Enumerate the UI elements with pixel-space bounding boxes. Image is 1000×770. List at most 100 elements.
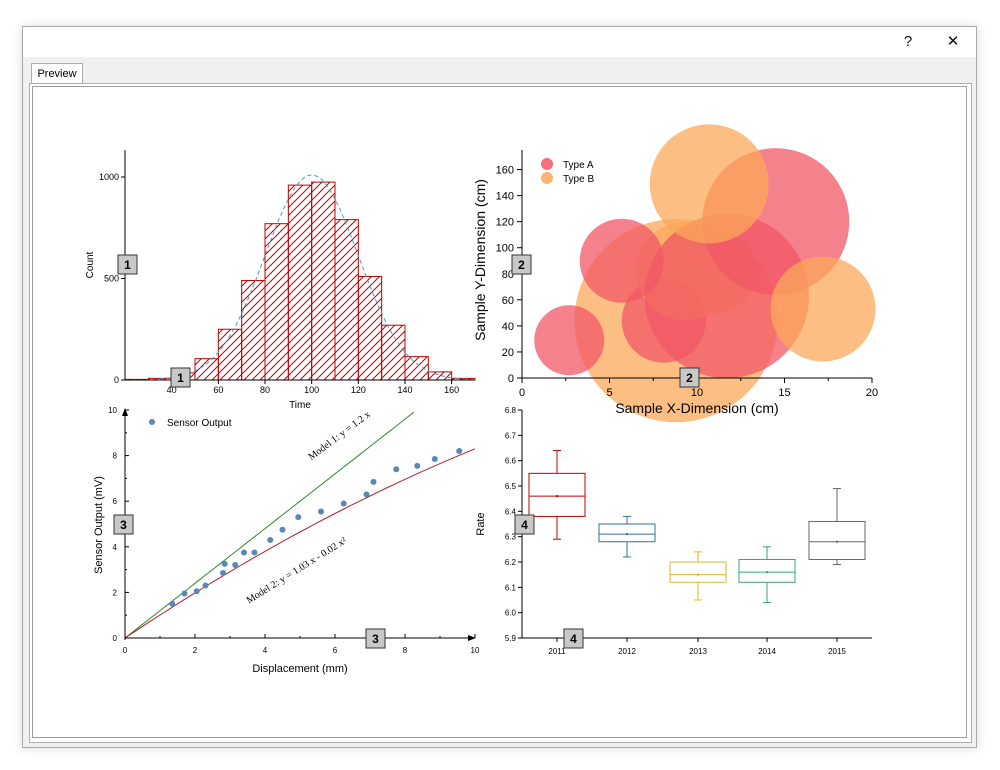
sensor-y-tick-label-4: 4 [113,543,118,552]
help-button[interactable]: ? [903,33,913,50]
sensor-y-tick-label-0: 0 [113,634,118,643]
box-2013-iqr [669,561,727,583]
sensor-x-tick-label-6: 6 [333,646,338,655]
sensor-y-tick-label-10: 10 [108,406,117,415]
box-y-tick-label-6.4: 6.4 [505,507,517,516]
model-2-line [124,448,476,639]
box-plot-chart[interactable]: 2011 2012 2013 2014 2015 5.9 6.0 6.1 6.2 6.3 6.4 6… [475,406,872,656]
histogram-x-tick-label-100: 100 [304,385,319,395]
box-2015-iqr [808,520,866,560]
tab-preview[interactable]: Preview [31,63,83,84]
sensor-point-11 [295,514,302,521]
svg-text:1: 1 [177,371,184,385]
box-x-ticks: 2011 2012 2013 2014 2015 [548,638,846,656]
histogram-x-tick-label-160: 160 [444,385,459,395]
layer-badge-2b[interactable]: 2 [679,367,700,388]
histogram-y-label: Count [85,251,96,278]
histogram-bar-13 [427,371,453,381]
bubble-x-tick-label-15: 15 [778,387,790,399]
histogram-bar-5 [241,280,266,381]
sensor-y-tick-label-6: 6 [113,497,118,506]
sensor-point-10 [279,526,286,533]
histogram-x-tick-label-60: 60 [213,385,223,395]
layer-badge-4b[interactable]: 4 [563,628,584,649]
box-y-ticks: 5.9 6.0 6.1 6.2 6.3 6.4 6.5 6.6 6.7 6.8 [505,406,522,643]
box-2012-iqr [598,523,656,543]
sensor-point-6 [232,562,239,569]
sensor-y-tick-label-8: 8 [113,452,118,461]
layer-badge-4a[interactable]: 4 [514,514,535,535]
box-x-tick-label-2014: 2014 [758,647,776,656]
layer-badge-2a[interactable]: 2 [511,254,532,275]
sensor-x-tick-label-0: 0 [123,646,128,655]
bubble-y-ticks: 0 20 40 60 80 100 120 140 160 [496,165,522,385]
layer-badge-1a[interactable]: 1 [117,254,138,275]
svg-text:2: 2 [518,258,525,272]
box-plot-boxes [528,450,866,604]
sensor-point-13 [340,500,347,507]
histogram-y-tick-label-1000: 1000 [99,172,119,182]
bubble-y-tick-label-120: 120 [496,217,514,229]
legend-label-type-a: Type A [563,160,594,171]
model-1-label: Model 1: y = 1.2 x [306,409,372,463]
svg-text:2: 2 [686,371,693,385]
histogram-bar-3 [194,358,219,381]
box-y-tick-label-6.3: 6.3 [505,533,517,542]
bubble-y-tick-label-20: 20 [502,347,514,359]
sensor-x-label: Displacement (mm) [252,663,347,675]
box-2012-mean-marker [626,533,628,536]
sensor-x-ticks: 0 2 4 6 8 10 [123,634,480,655]
sensor-point-15 [370,478,377,485]
histogram-bars [124,181,476,381]
sensor-point-8 [251,549,258,556]
box-x-tick-label-2011: 2011 [548,647,566,656]
histogram-bar-10 [357,275,383,381]
legend-label-sensor-output: Sensor Output [167,418,232,429]
sensor-point-18 [431,456,438,463]
box-x-tick-label-2015: 2015 [828,647,846,656]
box-y-tick-label-6.7: 6.7 [505,431,517,440]
close-button[interactable]: ✕ [946,33,960,50]
box-y-tick-label-6.0: 6.0 [505,609,517,618]
histogram-bar-9 [334,219,359,381]
sensor-points [169,448,463,607]
bubble-chart[interactable]: 0 5 10 15 20 0 20 40 60 80 100 120 140 160 Sample X-… [472,124,878,423]
box-y-tick-label-6.5: 6.5 [505,482,517,491]
sensor-scatter-chart[interactable]: 0 2 4 6 8 10 0 2 4 6 8 10 Displacement (mm) Sensor… [93,406,480,675]
sensor-point-5 [221,560,228,567]
layer-badge-3b[interactable]: 3 [365,628,386,649]
layer-badge-1b[interactable]: 1 [170,367,191,388]
legend-swatch-type-a [541,158,553,170]
sensor-point-7 [241,549,247,556]
sensor-point-19 [456,448,463,455]
bubbles [534,124,876,423]
sensor-legend: Sensor Output [149,418,232,429]
bubble-y-tick-label-80: 80 [502,269,514,281]
sensor-point-17 [414,462,421,469]
bubble-legend: Type A Type B [541,158,594,185]
bubble-y-tick-label-100: 100 [496,243,514,255]
sensor-y-arrow-icon [122,408,128,416]
bubble-x-tick-label-20: 20 [866,387,878,399]
box-y-tick-label-5.9: 5.9 [505,634,517,643]
box-2014-mean-marker [766,571,768,574]
bubble-y-tick-label-160: 160 [496,165,514,177]
box-2013-mean-marker [697,573,699,576]
box-2011-mean-marker [556,495,558,498]
histogram-chart[interactable]: 40 60 80 100 120 140 160 0 500 1000 Time Count [85,150,476,411]
histogram-bar-8 [311,181,336,381]
layer-badge-3a[interactable]: 3 [113,514,134,535]
box-y-tick-label-6.2: 6.2 [505,558,517,567]
sensor-x-tick-label-4: 4 [263,646,268,655]
histogram-x-tick-label-120: 120 [351,385,366,395]
box-y-tick-label-6.8: 6.8 [505,406,517,415]
histogram-y-ticks: 0 500 1000 [99,172,125,385]
legend-swatch-type-b [541,172,553,184]
box-2014-iqr [738,558,796,583]
title-bar: ? ✕ [23,27,976,57]
bubble-type-b-2 [649,124,769,244]
bubble-x-tick-label-5: 5 [606,387,612,399]
sensor-x-tick-label-8: 8 [403,646,408,655]
sensor-y-tick-label-2: 2 [113,588,118,597]
